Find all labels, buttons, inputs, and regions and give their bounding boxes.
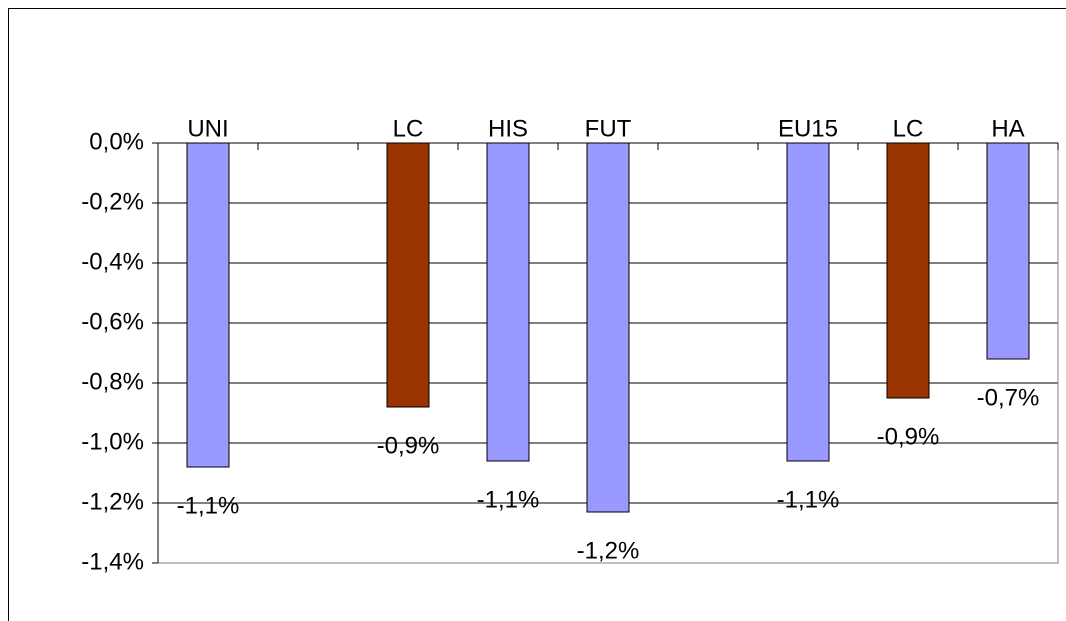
bar xyxy=(786,142,830,462)
value-label: -1,1% xyxy=(777,486,840,513)
y-tick-label: -0,8% xyxy=(81,368,144,395)
x-tick-label: EU15 xyxy=(778,115,838,142)
bar xyxy=(186,142,230,468)
value-label: -1,2% xyxy=(577,537,640,564)
y-tick-label: 0,0% xyxy=(89,128,144,155)
y-tick-label: -0,4% xyxy=(81,248,144,275)
bar xyxy=(486,142,530,462)
value-label: -1,1% xyxy=(177,492,240,519)
value-label: -0,7% xyxy=(977,384,1040,411)
bar xyxy=(886,142,930,399)
x-tick-label: FUT xyxy=(585,115,632,142)
y-tick-label: -1,2% xyxy=(81,488,144,515)
y-tick-label: -0,6% xyxy=(81,308,144,335)
bar xyxy=(386,142,430,408)
x-tick-label: HA xyxy=(991,115,1024,142)
x-tick-label: UNI xyxy=(187,115,228,142)
y-tick-label: -1,0% xyxy=(81,428,144,455)
value-label: -0,9% xyxy=(877,423,940,450)
frame xyxy=(8,8,1066,621)
y-tick-label: -1,4% xyxy=(81,548,144,575)
x-tick-label: HIS xyxy=(488,115,528,142)
value-label: -0,9% xyxy=(377,432,440,459)
bar xyxy=(986,142,1030,360)
value-label: -1,1% xyxy=(477,486,540,513)
x-tick-label: LC xyxy=(893,115,924,142)
bar xyxy=(586,142,630,513)
x-tick-label: LC xyxy=(393,115,424,142)
y-tick-label: -0,2% xyxy=(81,188,144,215)
